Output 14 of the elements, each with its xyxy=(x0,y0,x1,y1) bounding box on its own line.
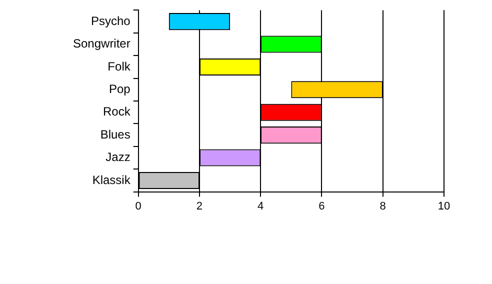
y-tick-label: Jazz xyxy=(106,150,130,164)
x-tick-label: 10 xyxy=(438,200,450,212)
x-tick-label: 8 xyxy=(380,200,386,212)
y-tick-label: Folk xyxy=(108,59,132,74)
x-tick-label: 0 xyxy=(135,200,142,212)
y-tick-label: Songwriter xyxy=(73,36,130,51)
y-tick-label: Pop xyxy=(109,82,131,96)
x-tick-label: 2 xyxy=(196,200,203,212)
x-tick-label: 6 xyxy=(318,200,325,212)
y-tick-label: Klassik xyxy=(92,172,132,187)
y-tick-label: Blues xyxy=(100,127,130,142)
x-tick-label: 4 xyxy=(258,200,264,212)
y-tick-label: Psycho xyxy=(91,14,131,28)
y-tick-label: Rock xyxy=(103,104,132,119)
